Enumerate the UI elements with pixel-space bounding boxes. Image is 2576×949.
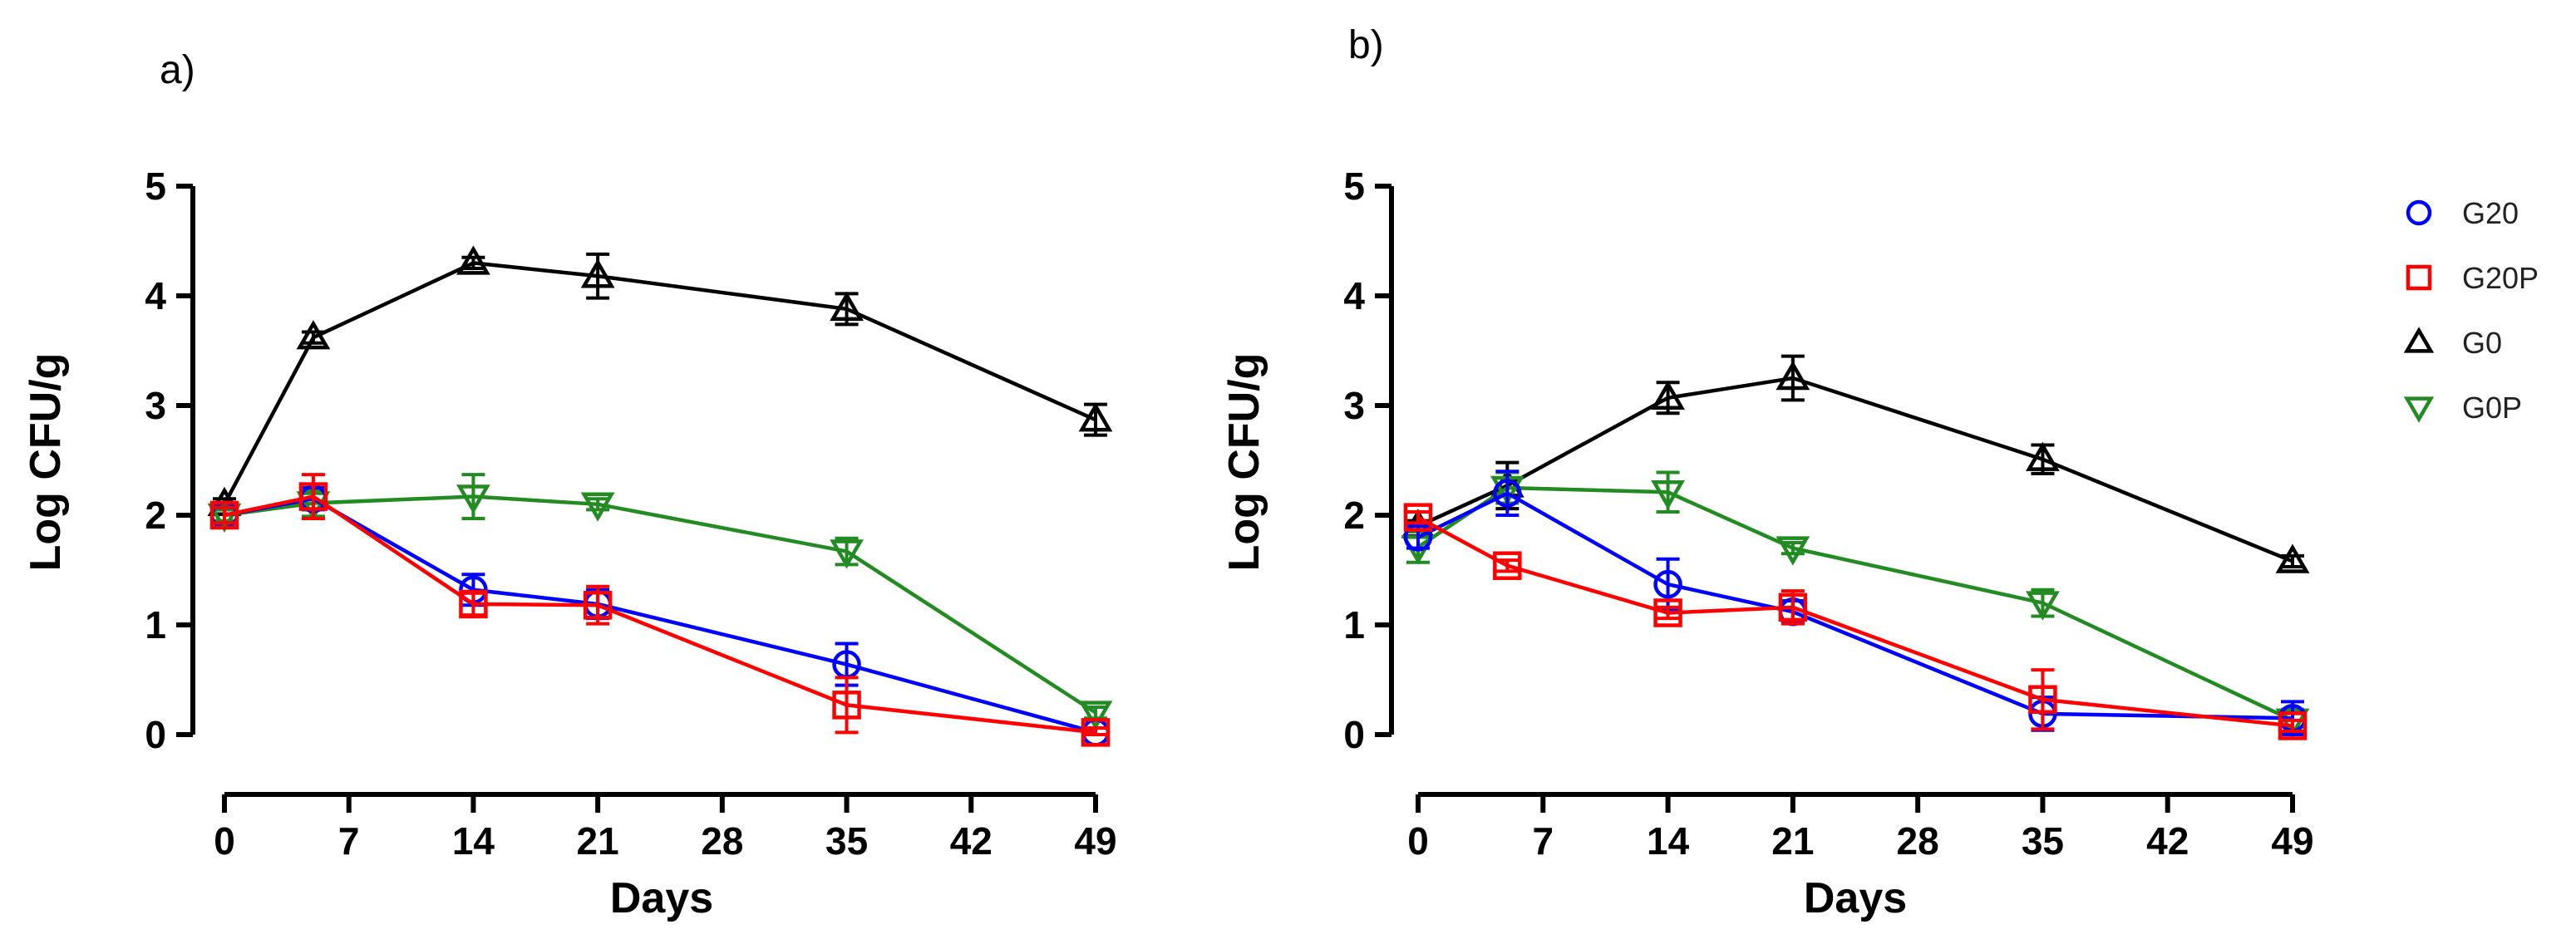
series-line	[224, 494, 1096, 735]
series-line	[224, 496, 1096, 735]
data-point	[1081, 718, 1111, 747]
legend-marker	[2406, 264, 2432, 291]
data-point	[2026, 441, 2060, 471]
data-point	[456, 245, 490, 275]
data-point	[207, 503, 242, 533]
y-tick-label: 2	[145, 494, 166, 537]
legend-item-g20: G20	[2406, 196, 2519, 230]
series-line	[1416, 515, 2293, 728]
legend-marker	[2403, 327, 2435, 353]
legend-marker	[2403, 396, 2435, 423]
panel-a: a) Log CFU/g Days 0 1 2 3 4 5 0 7 14 21 28 35 42 49	[22, 48, 1117, 922]
series-line	[1416, 485, 2293, 722]
data-point	[1653, 598, 1682, 627]
data-point	[2275, 543, 2310, 573]
series-g20p-a	[209, 473, 1111, 747]
panel-label-a: a)	[160, 48, 195, 92]
x-tick-label: 0	[1407, 819, 1429, 863]
data-point	[1651, 480, 1685, 510]
data-point	[580, 258, 615, 288]
data-point	[1078, 701, 1113, 730]
y-tick-label: 0	[1343, 713, 1365, 756]
data-point	[1493, 551, 1522, 580]
y-tick-label: 2	[1343, 494, 1365, 537]
x-axis-title-b: Days	[1804, 874, 1907, 922]
series-line	[1417, 376, 2293, 563]
plot-area-a: 0 1 2 3 4 5 0 7 14 21 28 35 42 49	[145, 165, 1116, 863]
panel-label-b: b)	[1348, 23, 1384, 67]
data-point	[1778, 593, 1808, 622]
legend-marker	[2406, 199, 2432, 226]
data-point	[830, 539, 864, 569]
y-axis-title-a: Log CFU/g	[22, 353, 70, 572]
data-point	[296, 320, 331, 350]
data-point	[2028, 685, 2057, 715]
y-tick-label: 1	[1343, 603, 1365, 647]
y-tick-label: 0	[145, 713, 166, 756]
data-point	[459, 589, 488, 619]
y-axis-title-b: Log CFU/g	[1220, 353, 1268, 572]
x-tick-label: 14	[452, 819, 495, 863]
x-tick-label: 42	[950, 819, 992, 863]
data-point	[580, 492, 615, 522]
y-tick-label: 5	[145, 165, 166, 208]
data-point	[1776, 361, 1810, 391]
y-tick-label: 5	[1343, 165, 1365, 208]
data-point	[832, 691, 861, 720]
data-point	[830, 291, 864, 322]
data-point	[1651, 380, 1685, 411]
series-g0-a	[207, 245, 1113, 517]
x-tick-label: 35	[2022, 819, 2064, 863]
legend-item-g0p: G0P	[2403, 391, 2522, 425]
legend-label: G20P	[2462, 261, 2539, 295]
x-tick-label: 7	[338, 819, 360, 863]
x-tick-label: 42	[2146, 819, 2189, 863]
data-point	[456, 484, 490, 514]
x-tick-label: 35	[825, 819, 868, 863]
y-tick-label: 4	[145, 274, 166, 317]
data-point	[583, 590, 613, 620]
x-tick-label: 28	[701, 819, 743, 863]
x-tick-label: 21	[1771, 819, 1814, 863]
series-line	[223, 261, 1096, 505]
series-g0-b	[1401, 354, 2310, 573]
data-point	[1403, 523, 1433, 552]
x-tick-label: 49	[1074, 819, 1116, 863]
data-point	[1653, 569, 1682, 599]
plot-area-b: 0 1 2 3 4 5 0 7 14 21 28 35 42 49	[1343, 165, 2313, 863]
series-line	[224, 494, 1097, 715]
data-point	[1078, 402, 1113, 432]
y-tick-label: 3	[1343, 384, 1365, 427]
data-point	[2026, 591, 2060, 621]
x-tick-label: 7	[1532, 819, 1554, 863]
series-g0p-a	[207, 473, 1113, 730]
legend: G20 G20P G0 G0P	[2403, 196, 2539, 425]
data-point	[2278, 711, 2308, 740]
series-g20-a	[209, 484, 1111, 747]
y-tick-label: 4	[1343, 274, 1365, 317]
y-tick-label: 3	[145, 384, 166, 427]
y-tick-label: 1	[145, 603, 166, 647]
data-point	[1493, 479, 1522, 508]
data-point	[209, 500, 239, 530]
legend-label: G20	[2462, 196, 2519, 230]
panel-b: b) Log CFU/g Days 0 1 2 3 4 5 0 7 14 21 28 35 42 49	[1220, 23, 2314, 922]
x-tick-label: 28	[1897, 819, 1939, 863]
legend-item-g20p: G20P	[2406, 261, 2539, 295]
legend-item-g0: G0	[2403, 326, 2502, 360]
x-tick-label: 21	[577, 819, 619, 863]
series-g20p-b	[1403, 503, 2308, 740]
data-point	[298, 482, 328, 511]
data-point	[1403, 503, 1433, 532]
x-axis-title-a: Days	[610, 874, 713, 922]
legend-label: G0	[2462, 326, 2502, 360]
legend-label: G0P	[2462, 391, 2522, 425]
data-point	[1776, 536, 1810, 566]
x-tick-label: 49	[2271, 819, 2313, 863]
x-tick-label: 0	[214, 819, 235, 863]
x-tick-label: 14	[1647, 819, 1690, 863]
series-line	[1417, 491, 2293, 720]
